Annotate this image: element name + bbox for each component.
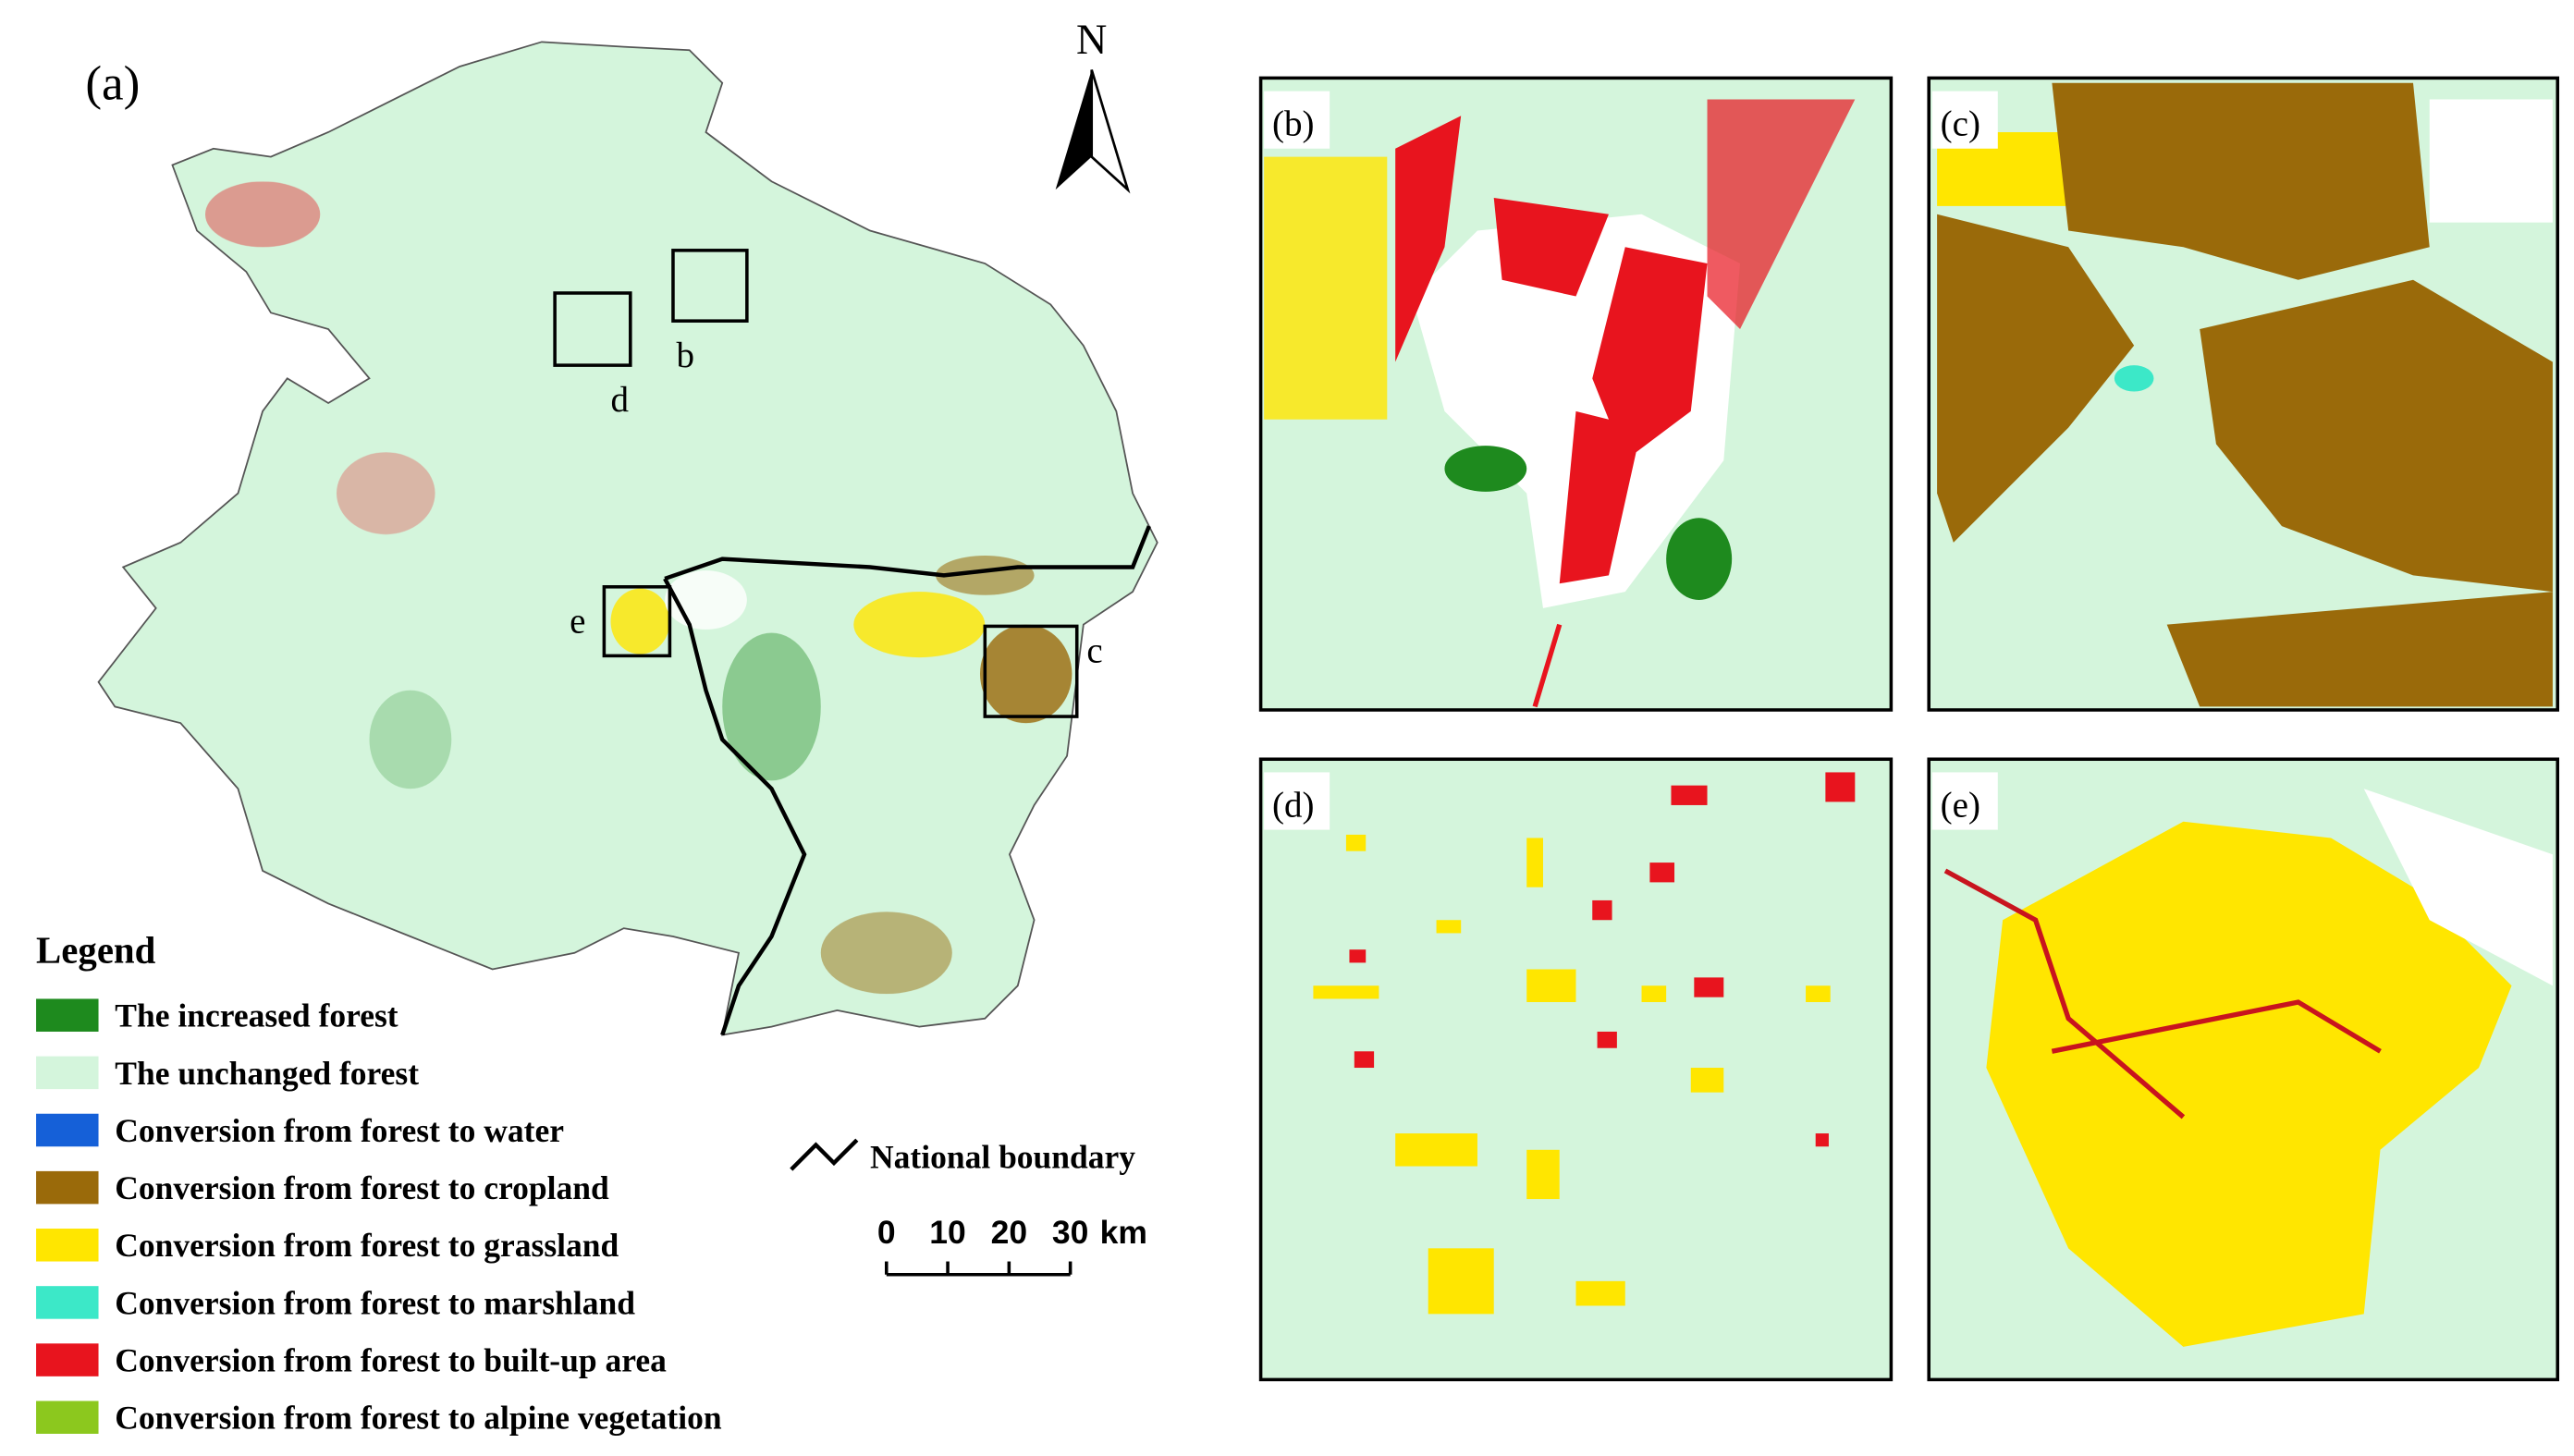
panel-label: (a) bbox=[85, 55, 140, 110]
panel-labels bbox=[1264, 91, 1998, 830]
box-label: e bbox=[570, 602, 585, 642]
legend-title: Legend bbox=[36, 929, 156, 971]
scale-label: 20 bbox=[991, 1214, 1028, 1251]
legend-swatch bbox=[36, 998, 99, 1032]
legend-swatch bbox=[36, 1229, 99, 1262]
legend-swatch bbox=[36, 1401, 99, 1434]
boundary-label: National boundary bbox=[870, 1138, 1135, 1175]
scale-label: 30 bbox=[1052, 1214, 1089, 1251]
panel-d bbox=[1258, 757, 1894, 1382]
legend: The increased forest The unchanged forest… bbox=[36, 997, 722, 1437]
north-arrow bbox=[1090, 69, 1131, 194]
legend-swatch bbox=[36, 1056, 99, 1090]
legend-swatch bbox=[36, 1343, 99, 1376]
legend-label: Conversion from forest to alpine vegetat… bbox=[115, 1400, 722, 1437]
study-area bbox=[97, 41, 1158, 1036]
panel-label: (b) bbox=[1272, 104, 1315, 144]
zoom-boxes bbox=[553, 249, 1079, 718]
panel-c bbox=[1927, 76, 2560, 712]
box-label: d bbox=[610, 380, 629, 420]
panel-e bbox=[1927, 757, 2560, 1382]
panel-b bbox=[1258, 76, 1894, 712]
legend-label: The increased forest bbox=[115, 997, 398, 1034]
scale-label: 10 bbox=[929, 1214, 966, 1251]
national-boundary bbox=[663, 525, 1151, 1036]
legend-swatch bbox=[36, 1170, 99, 1205]
legend-label: The unchanged forest bbox=[115, 1055, 419, 1092]
map-patches bbox=[204, 181, 1072, 995]
legend-label: Conversion from forest to marshland bbox=[115, 1284, 635, 1321]
scale-bar: 0 10 20 30 km bbox=[877, 1214, 1147, 1277]
box-label: c bbox=[1086, 630, 1102, 670]
boundary-icon bbox=[790, 1138, 859, 1171]
panel-label: (d) bbox=[1272, 785, 1315, 825]
scale-unit: km bbox=[1100, 1214, 1147, 1251]
panel-label: (e) bbox=[1941, 785, 1980, 825]
legend-label: Conversion from forest to water bbox=[115, 1112, 564, 1149]
legend-label: Conversion from forest to cropland bbox=[115, 1169, 609, 1206]
legend-swatch bbox=[36, 1113, 99, 1147]
legend-label: Conversion from forest to grassland bbox=[115, 1227, 619, 1264]
legend-swatch bbox=[36, 1286, 99, 1319]
panel-label: (c) bbox=[1941, 104, 1980, 144]
north-arrow bbox=[1055, 69, 1092, 190]
scale-label: 0 bbox=[877, 1214, 896, 1251]
legend-label: Conversion from forest to built-up area bbox=[115, 1342, 667, 1379]
north-label: N bbox=[1076, 16, 1107, 63]
box-label: b bbox=[677, 336, 695, 375]
